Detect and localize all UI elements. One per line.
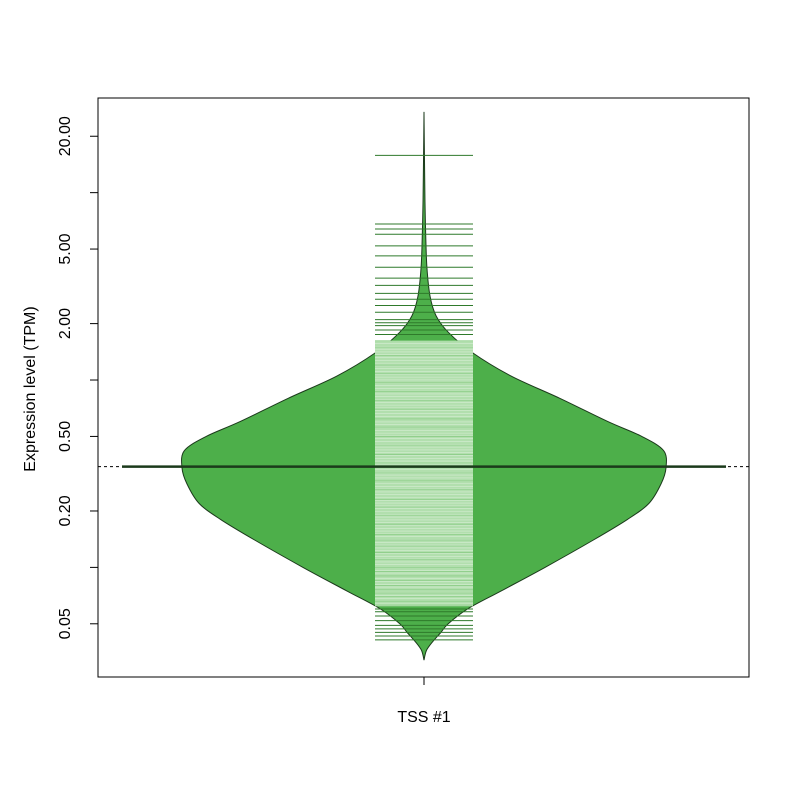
y-tick-label: 20.00: [57, 116, 74, 156]
y-axis-label: Expression level (TPM): [22, 306, 39, 471]
bean-observation-band: [375, 340, 473, 607]
x-tick-label: TSS #1: [397, 709, 450, 726]
y-tick-label: 0.05: [57, 608, 74, 639]
y-tick-label: 0.20: [57, 495, 74, 526]
y-tick-label: 5.00: [57, 233, 74, 264]
y-tick-label: 2.00: [57, 308, 74, 339]
y-tick-label: 0.50: [57, 421, 74, 452]
